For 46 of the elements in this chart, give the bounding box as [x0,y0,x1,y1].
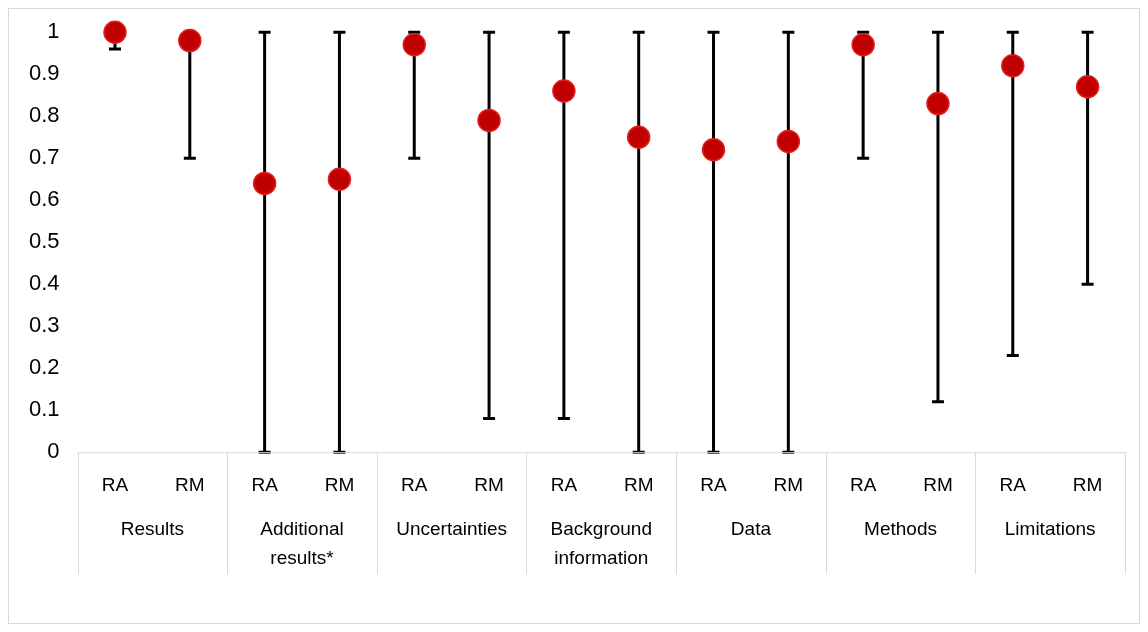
x-tick-label: RA [700,473,728,495]
text: Uncertainties [396,518,508,540]
text: Data [730,518,772,540]
x-tick-label: RM [1072,473,1103,495]
point [327,167,352,191]
point [926,91,950,116]
x-tick-label: RA [849,473,877,495]
y-tick-label: 0.3 [28,312,60,338]
x-tick-label: RA [550,473,578,495]
x-tick-label: RA [101,473,129,495]
x-tick-label: RA [401,473,428,495]
y-tick-label: 0 [47,438,60,464]
point [252,171,277,196]
x-tick-label: RA [999,473,1027,495]
text: Methods [864,518,937,540]
y-tick-label: 0.4 [28,270,60,296]
point [1001,54,1025,78]
y-tick-label: 0.8 [28,102,60,128]
x-tick-label: RM [923,473,953,495]
point [552,79,576,103]
text: Background information [550,518,652,569]
text: Results [120,518,185,540]
point [103,20,127,44]
x-tick-label: RM [623,473,654,495]
x-tick-label: RM [773,473,804,495]
x-tick-label: RM [474,473,504,495]
y-tick-label: 0.5 [28,228,60,254]
x-tick-label: RM [324,473,355,495]
point [626,125,651,149]
y-tick-label: 0.9 [28,60,60,86]
x-tick-label: RA [251,473,279,495]
point [776,129,801,154]
y-tick-label: 0.7 [28,144,60,170]
y-tick-label: 0.2 [28,354,60,380]
point [1075,75,1100,99]
point [402,33,426,57]
text: Limitations [1004,518,1096,540]
point [178,28,202,53]
point [477,108,501,133]
x-tick-label: RM [175,473,205,495]
text: Additional results* [260,518,344,569]
y-tick-label: 1 [47,18,60,44]
y-tick-label: 0.1 [28,396,60,422]
point [701,138,726,162]
point [851,33,875,57]
y-tick-label: 0.6 [28,186,60,212]
